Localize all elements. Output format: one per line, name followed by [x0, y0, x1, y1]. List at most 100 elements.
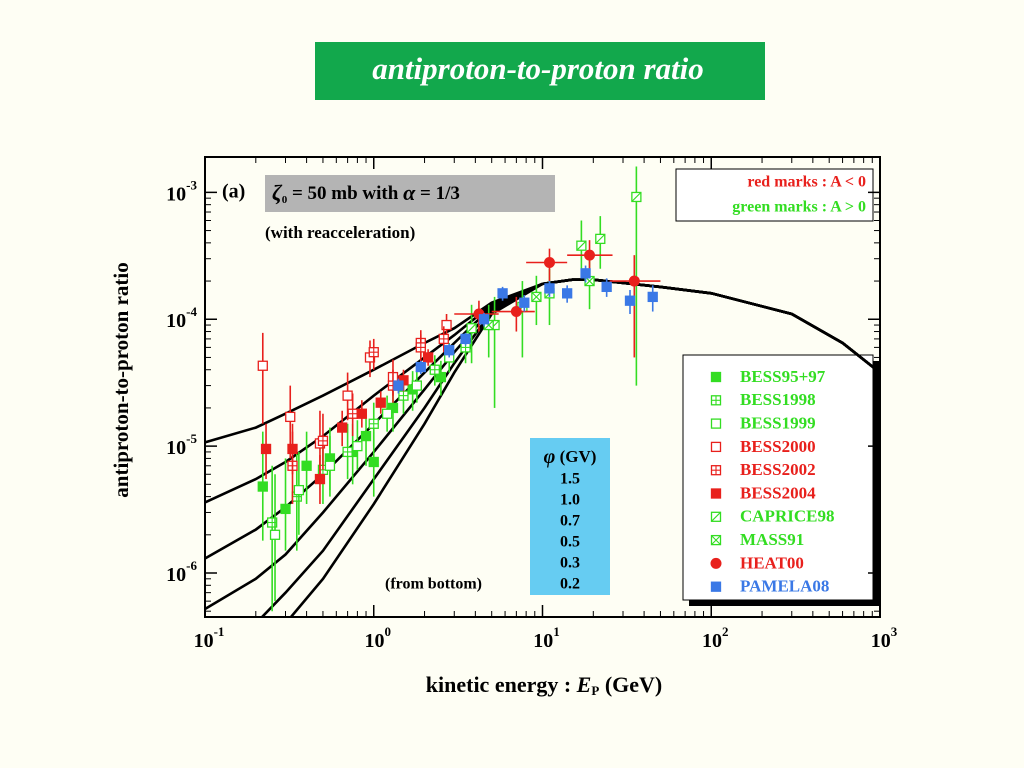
marker-square — [415, 361, 426, 373]
marker-square — [710, 418, 722, 429]
tick-label: 10-6 — [166, 558, 197, 586]
phi-value: 0.5 — [560, 534, 580, 551]
x-label-subscript: P — [591, 683, 599, 698]
marker — [411, 380, 422, 391]
marker-stroke — [711, 511, 721, 522]
marker — [710, 581, 722, 592]
marker — [562, 288, 573, 299]
sign-note: red marks : A < 0 — [747, 174, 866, 191]
marker — [260, 443, 272, 455]
marker — [429, 364, 440, 375]
marker — [287, 443, 298, 455]
marker — [301, 460, 312, 471]
marker — [435, 371, 447, 383]
tick-exponent: 3 — [891, 624, 898, 639]
marker — [438, 333, 449, 345]
marker-square — [497, 288, 508, 299]
marker — [601, 281, 612, 293]
legend-label: BESS1999 — [740, 414, 816, 433]
phi-symbol: φ — [544, 446, 556, 468]
marker — [342, 446, 353, 458]
marker — [324, 460, 336, 471]
phi-unit: (GV) — [555, 447, 596, 466]
phi-value: 0.7 — [560, 513, 580, 530]
marker — [368, 418, 379, 429]
phi-order-note: (from bottom) — [385, 576, 482, 593]
phi-value: 0.3 — [560, 555, 580, 572]
marker — [387, 402, 399, 414]
model-box — [265, 175, 555, 212]
marker-square — [562, 288, 573, 299]
marker-square — [352, 440, 363, 452]
title-box — [315, 42, 765, 100]
reacceleration-note: (with reacceleration) — [265, 223, 415, 242]
tick-base: 10 — [166, 183, 186, 205]
marker-square — [411, 380, 422, 391]
marker — [342, 390, 353, 401]
legend-label: BESS2004 — [740, 483, 816, 502]
marker-square — [293, 484, 305, 496]
marker — [257, 360, 268, 371]
marker — [580, 268, 591, 279]
model-text: = 50 mb with — [287, 183, 403, 204]
marker — [584, 249, 596, 261]
model-curve — [205, 278, 880, 444]
tick-label: 10-5 — [166, 431, 197, 459]
marker — [360, 430, 372, 442]
marker-square — [710, 441, 722, 453]
marker — [543, 257, 555, 269]
marker — [531, 291, 542, 303]
sign-note: green marks : A > 0 — [732, 199, 866, 216]
tick-exponent: -5 — [186, 431, 197, 446]
tick-base: 10 — [166, 310, 186, 332]
marker — [544, 283, 555, 294]
tick-exponent: -4 — [186, 304, 197, 319]
marker — [710, 395, 722, 406]
legend-label: MASS91 — [740, 530, 804, 549]
marker-square — [647, 291, 658, 303]
marker — [314, 473, 326, 485]
zeta-sub: 0 — [282, 194, 288, 206]
marker — [710, 534, 722, 546]
marker — [710, 488, 722, 499]
marker-square — [444, 345, 455, 356]
ratio: = 1/3 — [415, 183, 460, 204]
marker-square — [287, 443, 298, 455]
legend-label: PAMELA08 — [740, 577, 829, 596]
marker — [368, 456, 379, 468]
marker-square — [710, 581, 722, 592]
marker — [647, 291, 658, 303]
marker-square — [710, 488, 722, 499]
marker — [269, 529, 281, 540]
marker — [628, 275, 640, 287]
tick-base: 10 — [166, 437, 186, 459]
marker-circle — [584, 249, 596, 261]
marker — [381, 408, 393, 419]
marker — [375, 397, 386, 408]
tick-base: 10 — [365, 630, 385, 652]
marker — [444, 345, 455, 356]
marker-square — [285, 411, 296, 423]
marker — [710, 465, 722, 476]
tick-exponent: 1 — [553, 624, 560, 639]
tick-base: 10 — [871, 630, 891, 652]
marker — [519, 297, 530, 308]
alpha: α — [403, 180, 416, 205]
marker-stroke — [595, 233, 606, 244]
y-axis-label: antiproton-to-proton ratio — [109, 262, 133, 497]
marker — [285, 411, 296, 423]
phi-value: 1.0 — [560, 492, 580, 509]
marker — [710, 557, 722, 569]
marker-square — [624, 295, 636, 306]
x-label-symbol: E — [576, 672, 592, 697]
phi-value: 0.2 — [560, 576, 580, 593]
marker — [460, 333, 471, 345]
marker-square — [544, 283, 555, 294]
sign-box — [675, 168, 874, 222]
marker — [368, 347, 379, 358]
page-title: antiproton-to-proton ratio — [372, 51, 704, 86]
marker — [317, 435, 329, 447]
tick-exponent: -1 — [214, 624, 225, 639]
